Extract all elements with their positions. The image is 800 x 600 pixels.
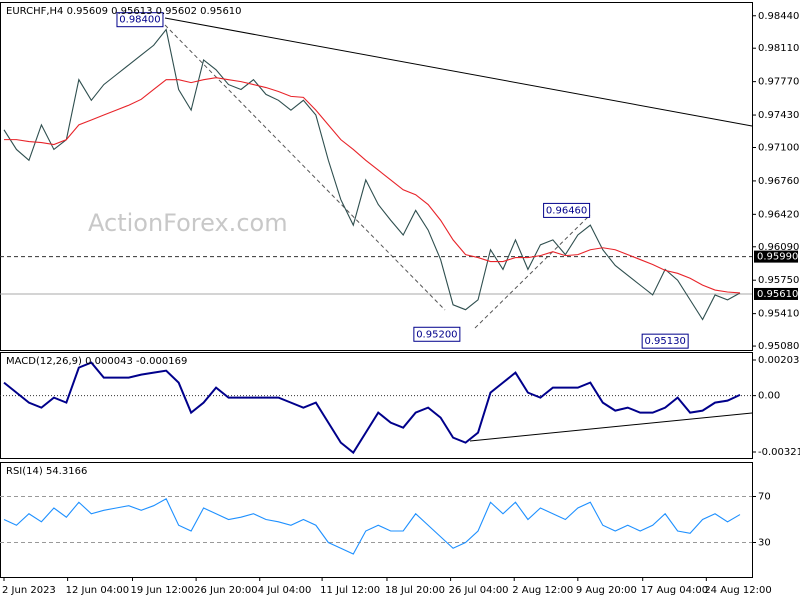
y-tick-label: 0.98110 (758, 43, 799, 54)
annotation-box (413, 326, 461, 342)
annotation-label: 0.98400 (119, 15, 160, 26)
x-tick-label: 2 Jun 2023 (2, 585, 56, 596)
y-tick-label: 0.97430 (758, 110, 799, 121)
panel-title: EURCHF,H4 0.95609 0.95613 0.95602 0.9561… (6, 6, 242, 17)
y-tick-label: 0.002031 (758, 355, 800, 366)
y-tick-label: 0.96090 (758, 242, 799, 253)
y-tick-label: -0.003214 (758, 447, 800, 458)
y-tick-label: 70 (758, 492, 771, 503)
series-line (3, 28, 741, 321)
zigzag-line (474, 214, 591, 329)
x-tick-label: 18 Jul 20:00 (385, 585, 445, 596)
annotation-box (641, 333, 689, 349)
x-tick-label: 11 Jul 12:00 (320, 585, 380, 596)
x-tick-label: 9 Aug 20:00 (576, 585, 637, 596)
annotation-label: 0.95130 (644, 336, 685, 347)
macd-trend-line (469, 412, 753, 442)
series-line (3, 498, 741, 555)
level-label-box (754, 250, 798, 263)
x-tick-label: 26 Jun 20:00 (194, 585, 258, 596)
annotation-box (543, 202, 591, 218)
x-tick-label: 17 Aug 04:00 (641, 585, 708, 596)
watermark: ActionForex.com (88, 209, 288, 237)
x-tick-label: 26 Jul 04:00 (449, 585, 509, 596)
panel-title: MACD(12,26,9) 0.000043 -0.000169 (6, 356, 187, 367)
y-tick-label: 0.98440 (758, 11, 799, 22)
y-tick-label: 0.97770 (758, 77, 799, 88)
x-tick-label: 2 Aug 12:00 (512, 585, 573, 596)
annotation-label: 0.95200 (416, 329, 457, 340)
y-tick-label: 0.95080 (758, 341, 799, 352)
y-tick-label: 0.96760 (758, 176, 799, 187)
y-tick-label: 0.95410 (758, 309, 799, 320)
panel-frame (0, 462, 753, 578)
series-line (3, 361, 741, 455)
panel-frame (0, 2, 753, 351)
x-tick-label: 24 Aug 12:00 (704, 585, 771, 596)
x-tick-label: 12 Jun 04:00 (66, 585, 130, 596)
panel-title: RSI(14) 54.3166 (6, 466, 87, 477)
panel-frame (0, 352, 753, 459)
trend-line (164, 17, 753, 127)
y-tick-label: 0.95750 (758, 275, 799, 286)
level-label-box (754, 287, 798, 300)
annotation-label: 0.96460 (546, 205, 587, 216)
zigzag-line (164, 24, 446, 311)
y-tick-label: 30 (758, 538, 771, 549)
level-label: 0.95610 (757, 289, 798, 300)
y-tick-label: 0.96420 (758, 209, 799, 220)
y-tick-label: 0.97100 (758, 142, 799, 153)
x-tick-label: 19 Jun 12:00 (130, 585, 194, 596)
series-line (4, 77, 741, 294)
level-label: 0.95990 (757, 252, 798, 263)
x-tick-label: 4 Jul 04:00 (258, 585, 312, 596)
annotation-box (116, 12, 164, 28)
y-tick-label: 0.00 (758, 391, 780, 402)
